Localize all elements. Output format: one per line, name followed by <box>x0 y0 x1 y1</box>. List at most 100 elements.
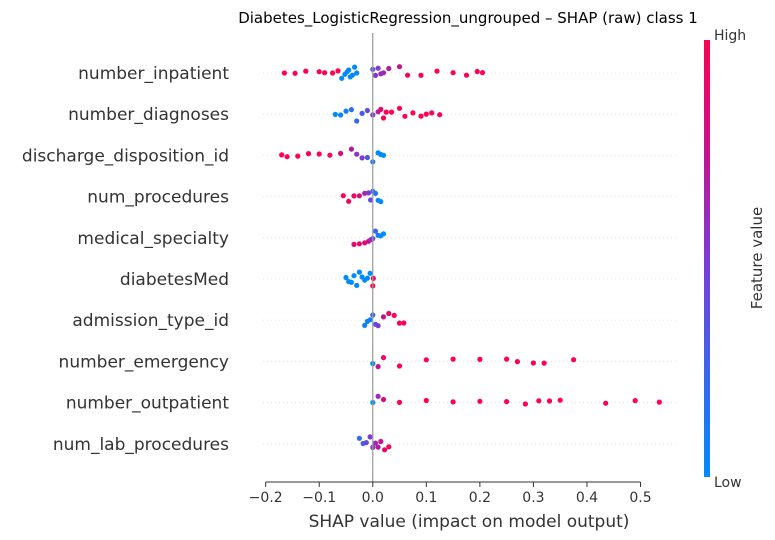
shap-point <box>281 70 287 76</box>
shap-point <box>386 444 392 450</box>
shap-point <box>375 364 381 370</box>
shap-point <box>375 65 381 71</box>
shap-point <box>396 320 403 326</box>
shap-point <box>362 322 368 328</box>
shap-point <box>348 279 354 285</box>
x-axis: −0.2 −0.1 0.0 0.1 0.2 0.3 0.4 0.5 <box>249 481 652 506</box>
shap-point <box>375 323 381 329</box>
shap-point <box>380 115 387 121</box>
shap-point <box>359 110 365 116</box>
shap-point <box>437 112 443 118</box>
shap-point <box>418 113 424 119</box>
feature-label: admission_type_id <box>72 311 229 331</box>
shap-point <box>546 398 553 404</box>
shap-point <box>354 151 360 157</box>
shap-point <box>367 270 373 276</box>
shap-point <box>367 317 373 323</box>
feature-label: medical_specialty <box>77 229 229 249</box>
x-tick-label: 0.3 <box>522 490 544 506</box>
shap-point <box>346 198 352 204</box>
shap-point <box>316 151 322 157</box>
shap-point <box>351 193 357 199</box>
shap-point <box>504 356 510 362</box>
shap-point <box>354 118 360 124</box>
shap-point <box>522 401 529 407</box>
x-tick-label: 0.0 <box>362 490 384 506</box>
shap-point <box>530 360 537 366</box>
feature-points-number_emergency <box>370 355 577 370</box>
shap-point <box>352 64 358 70</box>
feature-points-number_outpatient <box>370 393 662 407</box>
feature-label: number_outpatient <box>66 394 230 414</box>
feature-label: num_lab_procedures <box>53 435 229 455</box>
shap-point <box>474 68 480 75</box>
shap-point <box>338 150 344 156</box>
shap-point <box>450 399 456 405</box>
shap-point <box>351 273 357 279</box>
shap-point <box>330 70 336 76</box>
shap-point <box>348 107 354 113</box>
shap-point <box>603 400 609 406</box>
shap-point <box>346 67 352 73</box>
shap-point <box>380 314 387 320</box>
shap-point <box>327 152 333 158</box>
shap-point <box>368 197 374 203</box>
shap-point <box>463 72 470 78</box>
shap-point <box>372 72 379 78</box>
shap-point <box>292 70 298 76</box>
shap-point <box>378 199 384 205</box>
feature-points-diabetesMed <box>343 269 376 289</box>
colorbar-gradient <box>704 40 710 477</box>
feature-label: number_inpatient <box>78 64 229 84</box>
shap-point <box>423 397 429 404</box>
shap-point <box>343 274 349 281</box>
feature-points-number_inpatient <box>281 64 486 81</box>
shap-point <box>364 154 370 161</box>
shap-point <box>396 64 403 70</box>
shap-point <box>356 269 362 275</box>
shap-point <box>378 438 384 445</box>
shap-point <box>477 356 483 362</box>
shap-point <box>340 193 346 199</box>
shap-point <box>279 152 285 158</box>
shap-point <box>423 111 429 117</box>
colorbar-title: Feature value <box>748 207 766 309</box>
shap-point <box>339 75 345 81</box>
shap-point <box>429 110 435 116</box>
feature-points-num_lab_procedures <box>356 434 392 453</box>
shap-point <box>557 397 563 403</box>
x-tick-label: 0.1 <box>415 490 437 506</box>
shap-point <box>380 355 387 361</box>
plot-area: number_inpatient number_diagnoses discharg… <box>22 33 678 482</box>
shap-point <box>332 111 338 117</box>
shap-point <box>401 320 407 326</box>
shap-point <box>364 107 370 114</box>
feature-points-num_procedures <box>340 188 384 205</box>
shap-point <box>383 109 389 115</box>
feature-label: number_diagnoses <box>68 105 229 125</box>
shap-point <box>504 399 510 405</box>
shap-point <box>284 154 290 160</box>
shap-point <box>434 68 440 74</box>
shap-point <box>450 356 456 362</box>
feature-label: discharge_disposition_id <box>22 146 229 166</box>
shap-point <box>316 69 322 75</box>
shap-point <box>364 275 370 281</box>
shap-point <box>348 146 354 152</box>
shap-point <box>356 193 362 199</box>
shap-point <box>356 435 362 441</box>
shap-point <box>338 112 344 118</box>
shap-point <box>349 72 355 78</box>
shap-point <box>541 360 547 366</box>
shap-point <box>372 190 379 196</box>
x-tick-label: 0.5 <box>629 490 651 506</box>
x-tick-label: −0.1 <box>302 490 336 506</box>
shap-point <box>405 72 411 78</box>
shap-point <box>479 70 486 76</box>
feature-points-number_diagnoses <box>332 105 443 124</box>
shap-point <box>354 70 360 76</box>
feature-points-medical_specialty <box>351 228 387 247</box>
shap-point <box>656 399 662 405</box>
shap-point <box>372 228 379 234</box>
